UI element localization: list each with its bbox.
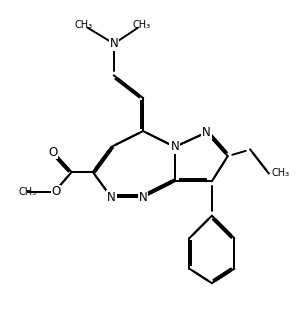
Text: N: N <box>202 126 211 139</box>
Text: N: N <box>107 191 116 204</box>
Text: CH₃: CH₃ <box>19 187 37 197</box>
Text: N: N <box>170 140 179 153</box>
Text: O: O <box>49 146 58 159</box>
Text: N: N <box>110 37 118 50</box>
Text: N: N <box>107 191 116 204</box>
Text: CH₃: CH₃ <box>75 20 93 30</box>
Text: N: N <box>110 37 118 50</box>
Text: CH₃: CH₃ <box>133 20 151 30</box>
Text: N: N <box>202 126 211 139</box>
Text: O: O <box>51 186 60 198</box>
Text: N: N <box>139 191 147 204</box>
Text: N: N <box>170 140 179 153</box>
Text: N: N <box>139 191 147 204</box>
Text: CH₃: CH₃ <box>271 169 290 178</box>
Text: O: O <box>51 186 60 198</box>
Text: O: O <box>48 146 57 159</box>
